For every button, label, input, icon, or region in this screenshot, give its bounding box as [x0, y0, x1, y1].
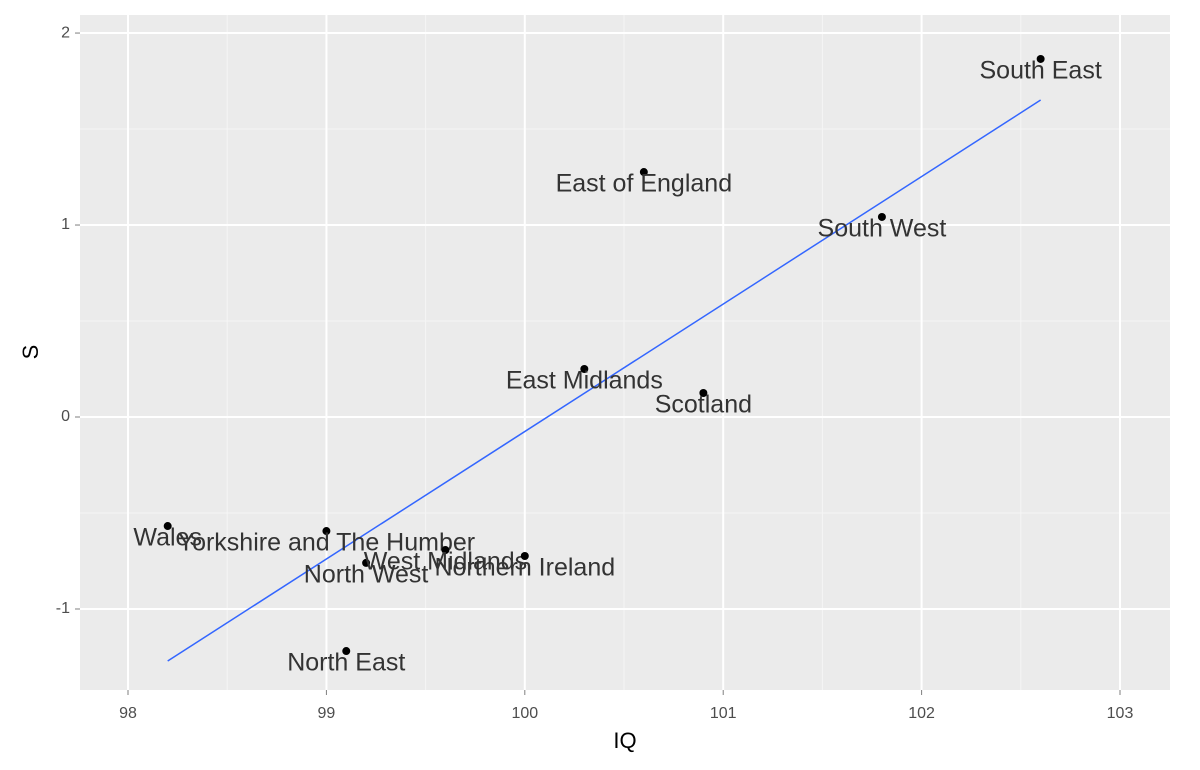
point-label: South East: [979, 57, 1101, 85]
point-label: South West: [818, 215, 947, 243]
y-tick-label: 2: [61, 24, 70, 41]
panel-background: [80, 15, 1170, 690]
grid: [75, 15, 1170, 695]
point-label: North West: [304, 561, 429, 589]
y-axis-title: S: [18, 345, 43, 360]
point-label: East of England: [556, 170, 733, 198]
point: [163, 522, 172, 531]
point: [441, 546, 450, 555]
point-label: Scotland: [655, 391, 752, 419]
point: [699, 389, 708, 398]
point: [877, 212, 886, 221]
point: [362, 558, 371, 567]
x-tick-label: 99: [318, 705, 336, 722]
point-label: West Midlands: [364, 548, 528, 576]
point-label: North East: [287, 649, 405, 677]
point: [639, 168, 648, 177]
x-tick-label: 103: [1107, 705, 1134, 722]
point: [580, 365, 589, 374]
y-tick-label: 0: [61, 408, 70, 425]
point-label: Wales: [133, 524, 202, 552]
x-tick-label: 101: [710, 705, 737, 722]
point-label: Yorkshire and The Humber: [178, 529, 475, 557]
marks: South East East of England South West East …: [133, 54, 1102, 677]
point-label: East Midlands: [506, 367, 663, 395]
x-tick-label: 98: [119, 705, 137, 722]
point: [342, 647, 351, 656]
point: [322, 527, 331, 536]
y-tick-label: -1: [56, 600, 70, 617]
x-tick-label: 100: [511, 705, 538, 722]
point: [1036, 54, 1045, 63]
point-label: Northern Ireland: [434, 554, 615, 582]
x-tick-label: 102: [908, 705, 935, 722]
x-axis-title: IQ: [613, 728, 636, 753]
point: [520, 551, 529, 560]
fit-line: [167, 99, 1042, 662]
y-tick-label: 1: [61, 216, 70, 233]
